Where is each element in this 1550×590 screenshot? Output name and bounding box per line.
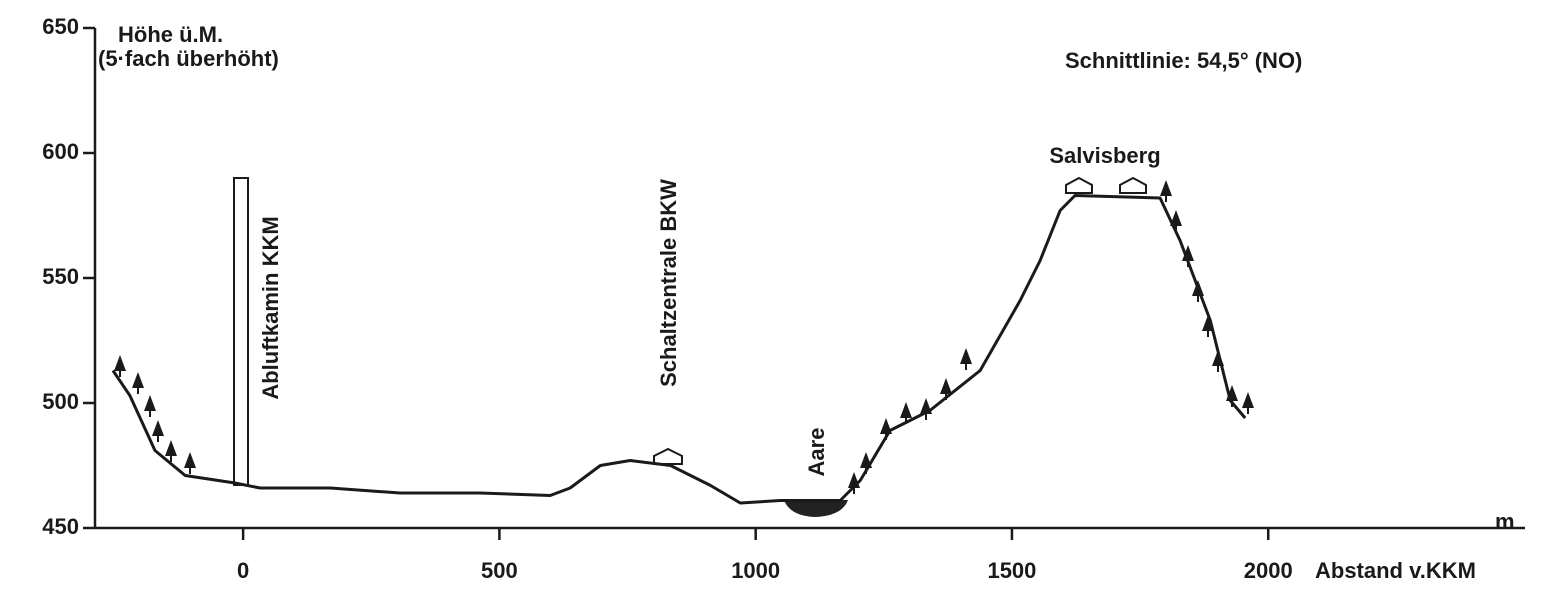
y-tick-label: 500 [42, 389, 79, 414]
x-tick-label: 500 [481, 558, 518, 583]
houses [653, 176, 1147, 465]
x-tick-label: 0 [237, 558, 249, 583]
x-tick-label: 1000 [731, 558, 780, 583]
chimney [233, 177, 249, 486]
annotation: Abluftkamin KKM [258, 216, 283, 399]
terrain-line [111, 194, 1247, 505]
trees [114, 180, 1254, 494]
x-unit: m [1495, 509, 1515, 534]
annotation: Schnittlinie: 54,5° (NO) [1065, 48, 1302, 73]
annotation: Schaltzentrale BKW [656, 179, 681, 387]
annotation: Salvisberg [1049, 143, 1160, 168]
y-tick-label: 450 [42, 514, 79, 539]
annotation: Aare [804, 428, 829, 477]
x-tick-label: 2000 [1244, 558, 1293, 583]
x-tick-label: 1500 [987, 558, 1036, 583]
y-tick-label: 550 [42, 264, 79, 289]
y-tick-label: 650 [42, 14, 79, 39]
y-axis-title: Höhe ü.M. [118, 22, 223, 47]
y-tick-label: 600 [42, 139, 79, 164]
river [784, 500, 848, 517]
y-axis-note: (5·fach überhöht) [98, 46, 279, 71]
x-axis-title: Abstand v.KKM [1315, 558, 1476, 583]
